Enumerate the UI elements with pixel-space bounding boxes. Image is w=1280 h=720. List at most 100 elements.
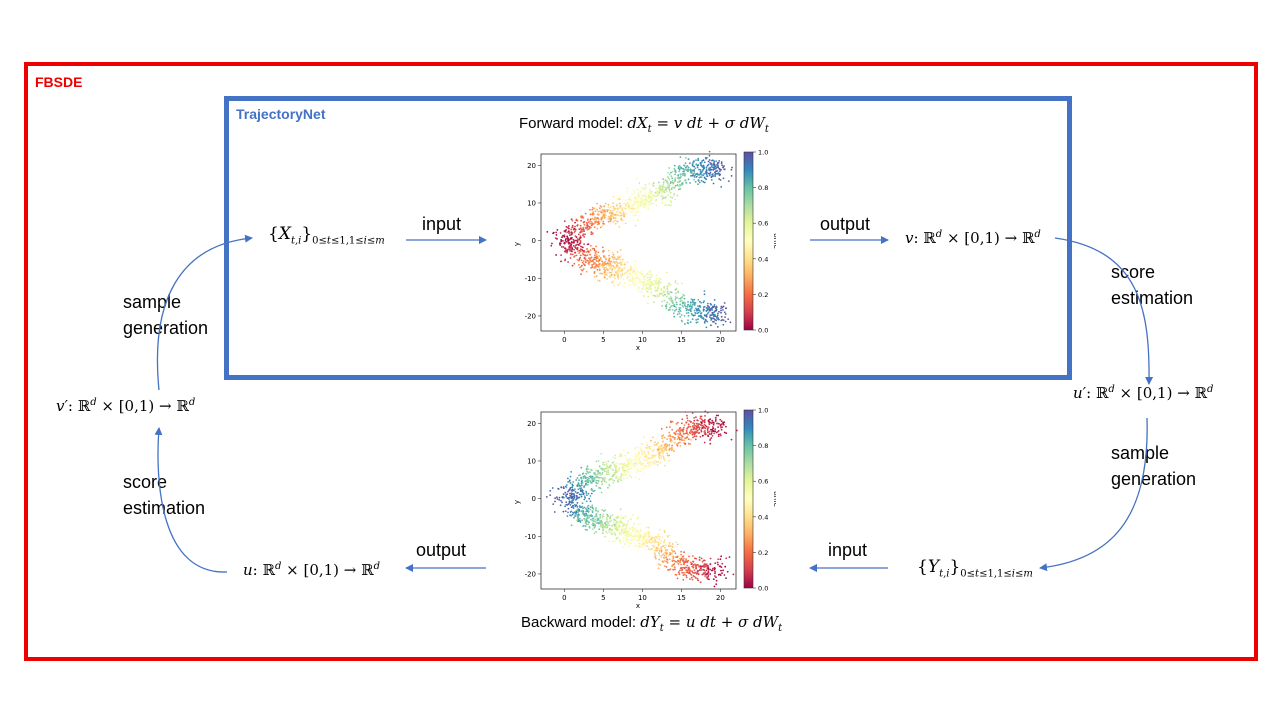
scatter-point: [584, 514, 587, 517]
scatter-point: [662, 436, 664, 438]
scatter-point: [720, 434, 722, 437]
scatter-point: [689, 182, 691, 184]
scatter-point: [660, 192, 663, 195]
scatter-point: [676, 561, 679, 563]
scatter-point: [578, 493, 581, 496]
scatter-point: [596, 202, 598, 205]
scatter-point: [642, 205, 645, 207]
scatter-point: [663, 530, 666, 532]
scatter-point: [560, 499, 562, 502]
scatter-point: [582, 221, 585, 223]
scatter-point: [579, 245, 582, 248]
scatter-point: [633, 542, 636, 545]
scatter-point: [638, 189, 641, 192]
scatter-point: [705, 315, 708, 318]
scatter-point: [659, 462, 662, 464]
scatter-point: [667, 293, 670, 296]
scatter-point: [633, 284, 635, 287]
scatter-point: [628, 465, 631, 468]
scatter-point: [613, 524, 616, 526]
scatter-point: [627, 269, 630, 272]
scatter-point: [640, 186, 643, 189]
scatter-point: [589, 253, 591, 256]
scatter-point: [654, 541, 657, 544]
scatter-point: [618, 225, 621, 228]
scatter-point: [673, 193, 676, 195]
scatter-point: [716, 561, 719, 564]
scatter-point: [669, 545, 672, 547]
scatter-point: [707, 172, 710, 175]
scatter-point: [607, 269, 609, 272]
scatter-point: [618, 211, 621, 213]
scatter-point: [566, 231, 568, 233]
scatter-point: [697, 315, 700, 317]
scatter-point: [698, 432, 701, 434]
scatter-point: [582, 226, 585, 229]
scatter-point: [656, 194, 658, 197]
scatter-point: [669, 296, 672, 298]
scatter-point: [647, 451, 650, 453]
scatter-point: [603, 213, 606, 216]
scatter-point: [685, 307, 687, 310]
scatter-point: [693, 431, 696, 433]
scatter-point: [720, 420, 723, 422]
scatter-point: [623, 215, 626, 218]
scatter-point: [612, 521, 615, 524]
scatter-point: [663, 444, 666, 447]
scatter-point: [635, 545, 638, 547]
scatter-point: [666, 452, 668, 455]
scatter-point: [661, 189, 664, 192]
scatter-point: [659, 448, 662, 450]
scatter-point: [640, 290, 643, 293]
scatter-point: [646, 280, 649, 282]
scatter-point: [695, 573, 698, 575]
scatter-point: [690, 438, 692, 441]
scatter-point: [591, 519, 594, 522]
scatter-point: [583, 506, 586, 509]
scatter-point: [626, 202, 629, 205]
scatter-point: [698, 565, 700, 568]
scatter-point: [597, 479, 600, 482]
scatter-point: [661, 300, 664, 303]
scatter-point: [595, 217, 598, 220]
scatter-point: [711, 175, 713, 178]
scatter-point: [582, 525, 584, 527]
scatter-point: [620, 533, 623, 536]
scatter-point: [647, 302, 649, 304]
scatter-point: [603, 205, 606, 208]
scatter-point: [628, 196, 631, 198]
scatter-point: [695, 427, 698, 430]
scatter-point: [602, 515, 605, 518]
scatter-point: [712, 423, 715, 426]
scatter-point: [658, 538, 661, 540]
scatter-point: [612, 276, 615, 279]
scatter-point: [614, 457, 617, 459]
scatter-point: [639, 279, 641, 281]
scatter-point: [586, 481, 589, 483]
plot-frame: [540, 411, 737, 590]
scatter-point: [674, 177, 677, 179]
scatter-point: [687, 569, 690, 571]
scatter-point: [607, 218, 610, 220]
scatter-point: [628, 205, 630, 208]
scatter-point: [646, 441, 648, 444]
scatter-point: [617, 214, 620, 217]
scatter-point: [647, 296, 650, 298]
scatter-point: [617, 284, 620, 286]
scatter-point: [691, 306, 693, 309]
scatter-point: [687, 311, 690, 314]
scatter-point: [689, 169, 692, 171]
scatter-point: [613, 532, 616, 534]
scatter-point: [694, 432, 697, 435]
scatter-point: [705, 433, 707, 435]
scatter-point: [614, 270, 617, 272]
scatter-point: [612, 258, 615, 260]
scatter-point: [678, 308, 681, 311]
scatter-point: [683, 551, 685, 554]
scatter-point: [653, 546, 656, 549]
scatter-point: [616, 258, 618, 261]
scatter-point: [631, 536, 633, 539]
scatter-point: [594, 254, 596, 257]
scatter-point: [693, 424, 696, 426]
scatter-point: [647, 283, 650, 285]
